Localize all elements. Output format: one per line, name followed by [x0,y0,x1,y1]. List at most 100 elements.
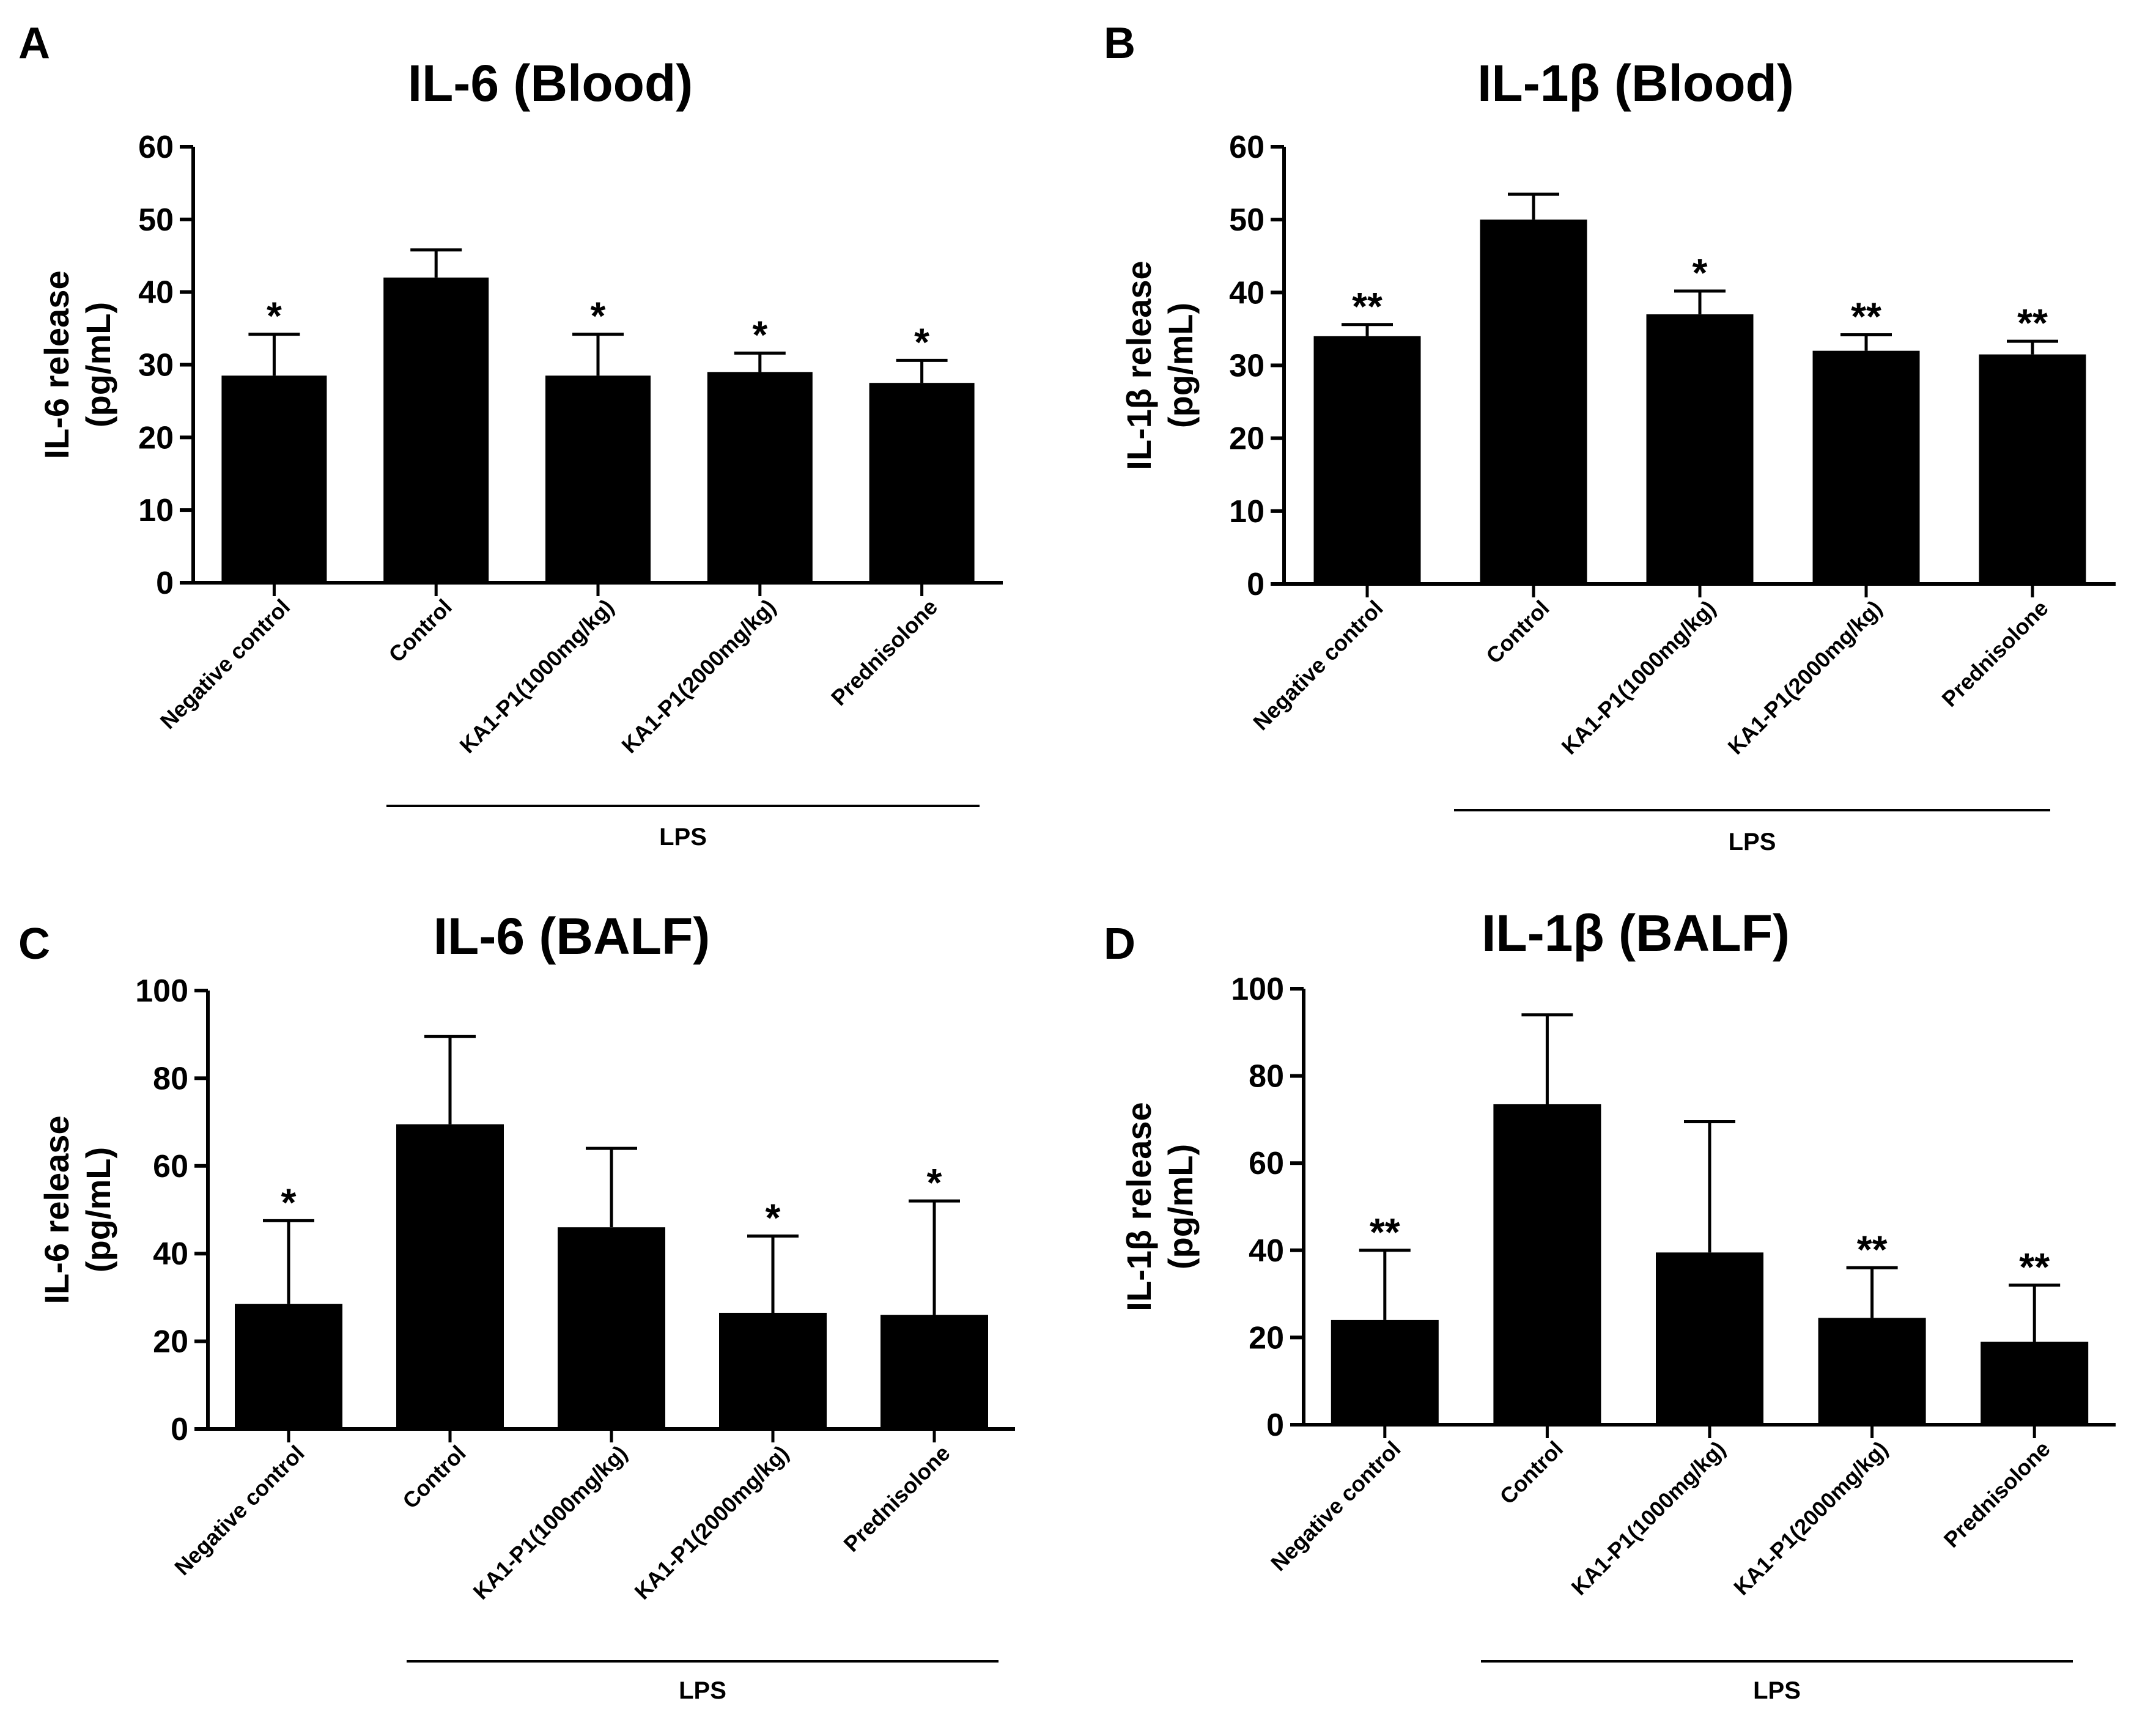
significance-marker: * [766,1196,781,1240]
significance-marker: * [281,1180,297,1224]
bar [707,372,813,583]
panel-letter: A [18,19,50,68]
y-tick-label: 20 [138,420,174,456]
bar [221,375,327,583]
bar [1818,1318,1926,1425]
x-tick-label: KA1-P1(2000mg/kg) [616,594,780,758]
x-tick-label: Negative control [1266,1436,1405,1576]
significance-marker: * [1693,251,1708,295]
significance-marker: ** [1352,284,1383,328]
y-tick-label: 60 [1229,130,1264,165]
y-axis-label: (pg/mL) [1161,1144,1200,1269]
significance-marker: ** [2019,1245,2050,1289]
x-tick-label: Prednisolone [1939,1436,2055,1552]
bar [1656,1252,1763,1425]
significance-marker: * [591,294,606,338]
bar [1493,1104,1601,1425]
group-label: LPS [659,824,707,851]
significance-marker: * [927,1161,942,1205]
bar [1981,1342,2089,1425]
group-label: LPS [1729,829,1776,855]
x-tick-label: Prednisolone [838,1441,954,1557]
x-tick-label: KA1-P1(2000mg/kg) [1729,1436,1892,1600]
significance-marker: * [752,312,767,356]
bar [1812,350,1920,584]
y-axis-label: (pg/mL) [79,1147,117,1272]
bar [1313,336,1421,584]
bar [869,383,975,583]
y-tick-label: 40 [1249,1233,1284,1269]
x-tick-label: Control [397,1441,470,1513]
bar [880,1315,988,1429]
panel-letter: C [18,920,50,969]
y-tick-label: 0 [1266,1408,1284,1443]
y-tick-label: 10 [1229,494,1264,530]
y-tick-label: 80 [1249,1059,1284,1094]
chart-panel-d: D IL-1β (BALF) IL-1β release (pg/mL) 0 20 40 60… [1104,904,2116,1704]
panel-letter: B [1104,19,1135,68]
bar [545,375,651,583]
x-tick-label: Negative control [155,594,295,734]
x-tick-label: KA1-P1(1000mg/kg) [468,1441,632,1604]
y-tick-label: 20 [1249,1320,1284,1356]
x-tick-label: KA1-P1(2000mg/kg) [1723,596,1887,759]
y-tick-label: 30 [138,348,174,383]
x-tick-label: KA1-P1(2000mg/kg) [630,1441,794,1604]
y-tick-label: 20 [153,1324,188,1360]
y-axis-label: IL-6 release [37,1115,76,1304]
y-tick-label: 100 [135,973,188,1009]
bar [558,1227,665,1429]
bar [383,277,489,583]
y-axis-label: IL-6 release [37,270,76,459]
significance-marker: ** [1857,1227,1888,1271]
x-tick-label: KA1-P1(1000mg/kg) [1567,1436,1730,1600]
x-tick-label: Control [383,594,456,667]
bar [1646,314,1754,584]
bar [1331,1320,1439,1425]
y-tick-label: 40 [1229,275,1264,311]
x-tick-label: Negative control [1248,596,1387,735]
y-tick-label: 50 [138,202,174,238]
y-tick-label: 0 [1247,567,1264,602]
x-tick-label: Negative control [169,1441,309,1580]
significance-marker: ** [2017,301,2048,345]
y-tick-label: 0 [171,1412,188,1447]
group-label: LPS [679,1677,726,1704]
x-tick-label: Control [1495,1436,1568,1509]
y-tick-label: 60 [138,130,174,165]
x-tick-label: Prednisolone [826,594,942,711]
significance-marker: ** [1370,1210,1400,1254]
y-tick-label: 60 [1249,1146,1284,1181]
bar [396,1124,504,1429]
chart-title: IL-1β (Blood) [1477,54,1794,112]
x-tick-label: KA1-P1(1000mg/kg) [1557,596,1721,759]
y-tick-label: 50 [1229,202,1264,238]
y-tick-label: 80 [153,1061,188,1096]
chart-panel-b: B IL-1β (Blood) IL-1β release (pg/mL) 0 10 20 3… [1104,19,2116,855]
bar [1480,220,1587,585]
y-tick-label: 40 [138,275,174,311]
y-tick-label: 0 [156,566,174,601]
y-tick-label: 60 [153,1149,188,1184]
chart-panel-c: C IL-6 (BALF) IL-6 release (pg/mL) 0 20 40 60 80… [18,907,1015,1704]
x-tick-label: KA1-P1(1000mg/kg) [455,594,619,758]
y-axis-label: (pg/mL) [79,302,117,427]
panel-letter: D [1104,920,1135,969]
chart-title: IL-6 (BALF) [434,907,711,965]
significance-marker: * [267,294,282,338]
significance-marker: ** [1851,294,1881,338]
y-axis-label: IL-1β release [1120,1102,1158,1311]
y-tick-label: 20 [1229,421,1264,457]
significance-marker: * [914,320,929,364]
bar [235,1304,342,1429]
group-label: LPS [1753,1677,1801,1704]
y-axis-label: (pg/mL) [1161,303,1200,428]
chart-panel-a: A IL-6 (Blood) IL-6 release (pg/mL) 0 10 20 30 4… [18,19,1003,851]
x-tick-label: Prednisolone [1936,596,2053,712]
chart-title: IL-6 (Blood) [408,54,693,112]
y-tick-label: 30 [1229,349,1264,384]
bar [1979,354,2086,584]
y-tick-label: 10 [138,493,174,528]
y-tick-label: 40 [153,1236,188,1272]
